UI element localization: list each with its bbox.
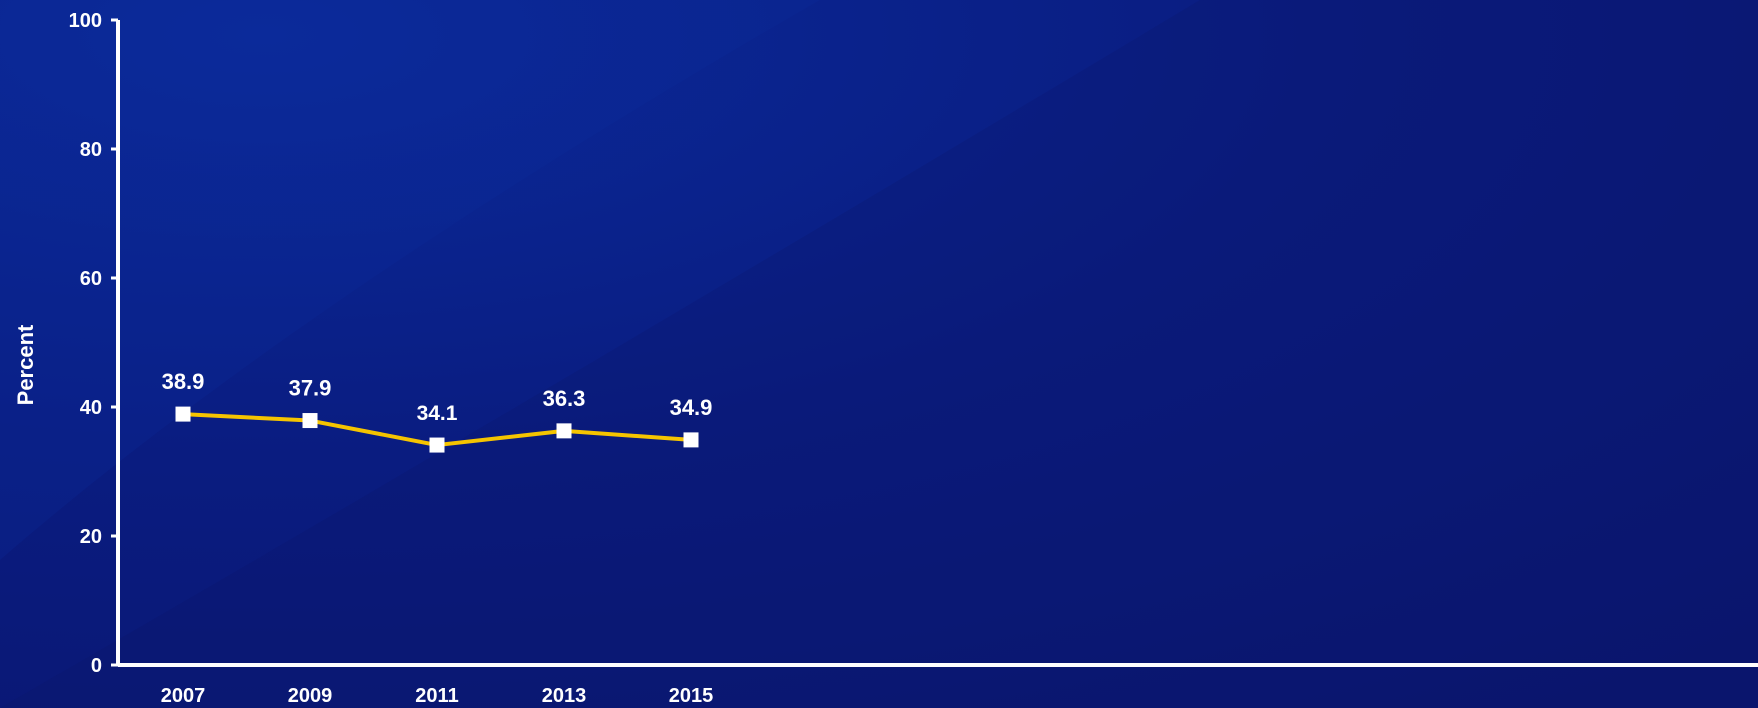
y-tick-label: 60 (80, 268, 102, 290)
data-label: 38.9 (162, 369, 205, 394)
data-label: 36.3 (543, 386, 586, 411)
data-point-marker (429, 437, 445, 453)
series-line (175, 406, 699, 453)
x-tick-label: 2013 (542, 685, 587, 707)
y-tick-label: 20 (80, 526, 102, 548)
x-tick-label: 2015 (669, 685, 714, 707)
x-tick-label: 2007 (161, 685, 206, 707)
y-tick-label: 100 (69, 10, 102, 32)
x-axis: 2007 2009 2011 2013 2015 (118, 663, 1758, 707)
y-tick-label: 80 (80, 139, 102, 161)
data-label: 34.9 (670, 395, 713, 420)
data-label: 37.9 (289, 376, 332, 401)
x-tick-label: 2011 (415, 685, 458, 707)
data-point-marker (683, 432, 699, 448)
y-tick-label: 0 (91, 655, 102, 677)
data-point-marker (302, 413, 318, 429)
y-tick-label: 40 (80, 397, 102, 419)
data-label: 34.1 (417, 402, 458, 425)
y-axis-title: Percent (13, 324, 38, 405)
data-labels: 38.9 37.9 34.1 36.3 34.9 (162, 369, 713, 425)
x-tick-label: 2009 (288, 685, 333, 707)
data-point-marker (175, 406, 191, 422)
data-point-marker (556, 423, 572, 439)
y-axis: 0 20 40 60 80 100 (69, 10, 120, 677)
